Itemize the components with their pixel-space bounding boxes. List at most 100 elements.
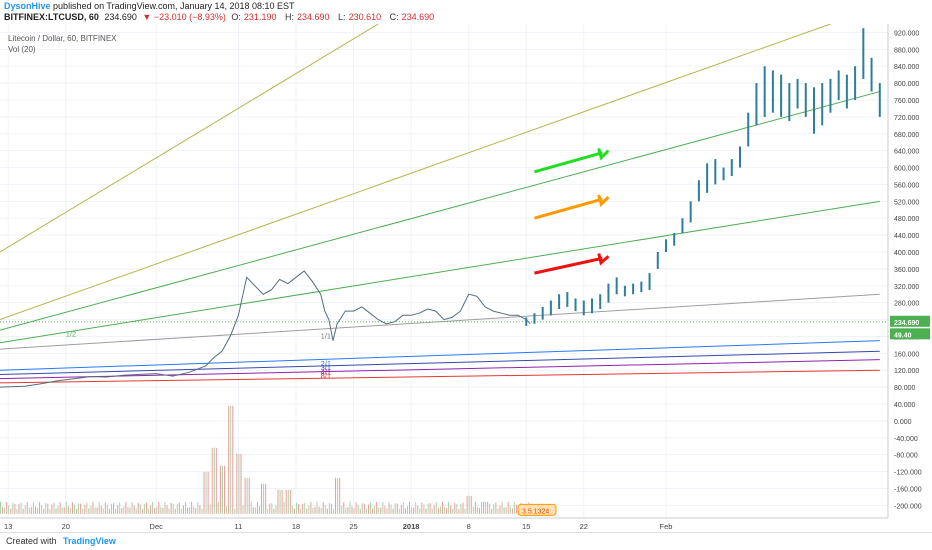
volume-bar xyxy=(32,501,34,514)
price-chart[interactable]: 920.000880.000840.000800.000760.000720.0… xyxy=(0,23,932,532)
volume-bar xyxy=(361,503,363,514)
volume-bar xyxy=(314,506,316,514)
y-tick-label: 280.000 xyxy=(894,301,919,308)
fan-label: 4/1 xyxy=(321,367,331,376)
volume-bar xyxy=(254,507,256,514)
y-tick-label: 120.000 xyxy=(894,368,919,375)
volume-bar xyxy=(133,505,135,514)
y-tick-label: 440.000 xyxy=(894,233,919,240)
chart-header: DysonHive published on TradingView.com, … xyxy=(0,0,932,24)
volume-bar xyxy=(505,507,507,514)
volume-bar xyxy=(324,505,326,514)
volume-bar xyxy=(458,508,460,514)
volume-bar xyxy=(26,501,28,514)
volume-bar xyxy=(74,504,75,514)
volume-bar xyxy=(199,505,201,514)
volume-bar xyxy=(246,477,248,514)
volume-bar xyxy=(45,503,47,514)
price-line xyxy=(0,270,531,388)
volume-bar xyxy=(117,504,119,514)
legend-indicator[interactable]: Vol (20) xyxy=(8,45,36,54)
volume-bar xyxy=(156,506,158,514)
volume-bar xyxy=(178,502,180,514)
volume-bar xyxy=(509,506,511,514)
chart-area[interactable]: 920.000 880.000 840.000 800.000 760.000 720.0… xyxy=(0,23,932,532)
volume-bar xyxy=(454,502,456,514)
low-label: L: xyxy=(338,12,346,22)
author-name[interactable]: DysonHive xyxy=(4,1,51,11)
y-tick-label: -160.000 xyxy=(894,486,922,493)
volume-bar xyxy=(335,477,337,514)
volume-bar xyxy=(318,506,320,514)
legend-title: Litecoin / Dollar, 60, BITFINEX xyxy=(8,34,117,43)
arrow-green xyxy=(534,151,603,174)
volume-bar xyxy=(285,489,287,514)
volume-bar xyxy=(370,502,371,514)
y-tick-label: -200.000 xyxy=(894,503,922,510)
y-tick-label: 400.000 xyxy=(894,250,919,257)
volume-bar xyxy=(100,505,102,514)
volume-bar xyxy=(143,503,145,514)
volume-bar xyxy=(141,508,143,514)
volume-bar xyxy=(86,502,88,514)
volume-bar xyxy=(404,508,406,514)
volume-bar xyxy=(170,502,172,514)
volume-bar xyxy=(489,503,491,514)
volume-bar xyxy=(273,508,275,514)
volume-bar xyxy=(30,506,32,514)
volume-bar xyxy=(63,507,65,514)
chart-legend: Litecoin / Dollar, 60, BITFINEX Vol (20) xyxy=(8,33,117,55)
volume-bar xyxy=(269,503,271,514)
volume-bar xyxy=(409,501,411,514)
y-tick-label: 520.000 xyxy=(894,199,919,206)
volume-bar xyxy=(437,508,439,514)
volume-bar xyxy=(263,483,265,514)
volume-bar xyxy=(322,502,324,514)
volume-bar xyxy=(330,503,332,514)
volume-bar xyxy=(394,503,396,514)
x-tick-label: 25 xyxy=(349,522,357,531)
volume-bar xyxy=(304,502,306,514)
volume-bar xyxy=(497,508,499,514)
volume-bar xyxy=(435,502,437,514)
fan-label: 1/2 xyxy=(66,329,76,338)
volume-bar xyxy=(515,504,517,514)
y-tick-label: -120.000 xyxy=(894,470,922,477)
volume-bar xyxy=(152,502,154,514)
volume-bar xyxy=(423,504,425,514)
volume-bar xyxy=(76,508,78,514)
price-tag xyxy=(890,315,930,327)
volume-bar xyxy=(343,501,345,514)
volume-bar xyxy=(312,507,314,514)
volume-bar xyxy=(104,502,106,514)
volume-bar xyxy=(195,508,197,514)
fan-line-gray xyxy=(0,293,880,350)
created-with-text: Created with xyxy=(6,536,57,546)
volume-bar xyxy=(333,508,334,514)
volume-bar xyxy=(43,508,45,514)
high-label: H: xyxy=(284,12,294,22)
volume-bar xyxy=(37,508,38,514)
volume-bar xyxy=(281,489,283,514)
tradingview-logo[interactable]: TradingView xyxy=(63,536,116,546)
volume-bar xyxy=(131,501,133,514)
volume-bar xyxy=(232,405,234,514)
volume-bar xyxy=(18,504,20,514)
arrowhead-red xyxy=(597,253,610,266)
volume-bar xyxy=(431,508,433,514)
x-tick-label: 18 xyxy=(292,522,300,531)
volume-bar xyxy=(487,501,489,514)
volume-bar xyxy=(308,505,310,514)
volume-bar xyxy=(390,504,392,514)
volume-bar xyxy=(439,506,441,514)
publish-text: published on TradingView.com, January 14… xyxy=(53,1,295,11)
volume-bar xyxy=(189,506,191,514)
volume-bar xyxy=(0,501,1,514)
volume-bar xyxy=(320,507,322,514)
volume-bar xyxy=(293,508,295,514)
volume-bar xyxy=(244,477,246,514)
volume-bar xyxy=(372,508,374,514)
publish-info: DysonHive published on TradingView.com, … xyxy=(4,1,928,12)
event-badge xyxy=(517,503,557,516)
volume-bar xyxy=(513,502,515,514)
